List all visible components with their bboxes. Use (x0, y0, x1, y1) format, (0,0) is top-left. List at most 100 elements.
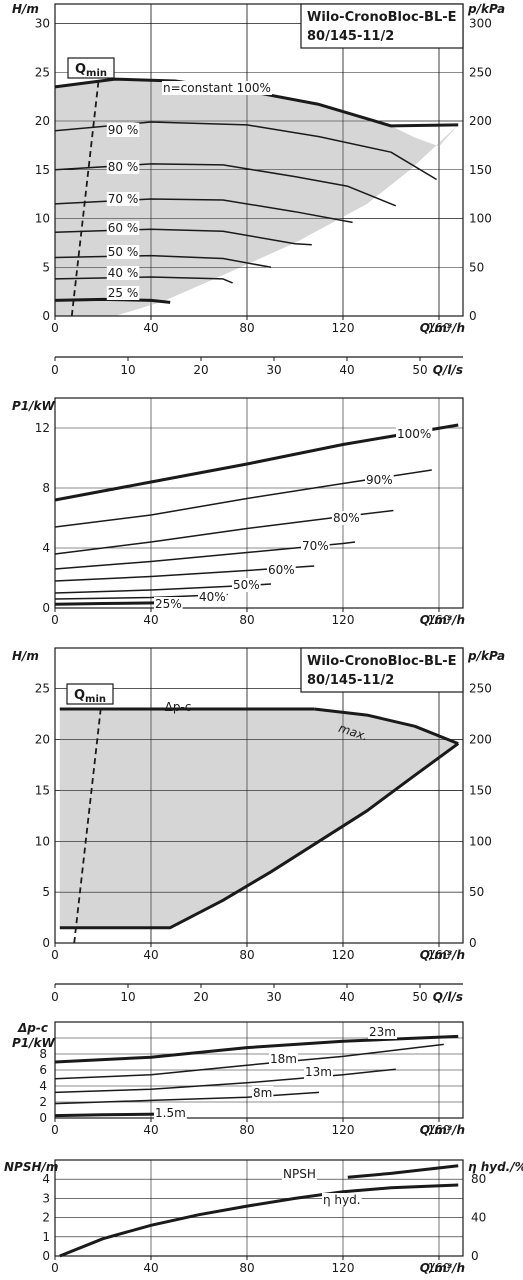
p1-chart-series-label: 50% (233, 578, 260, 592)
dpc-p1-chart-series-18m (54, 1043, 444, 1080)
h-chart-2-xtick-label: 120 (332, 948, 355, 962)
h-chart-1-ytick-right-label: 300 (469, 17, 492, 31)
npsh-chart-frame (54, 1159, 464, 1257)
p1-chart-series-100 (54, 423, 459, 502)
p1-chart-label-bg (154, 597, 183, 611)
lps-axis-2-xtick-label: 50 (412, 990, 427, 1004)
h-chart-1-ytick-right-label: 100 (469, 212, 492, 226)
h-chart-1-series-label: 70 % (108, 192, 139, 206)
p1-chart-label-bg (232, 578, 261, 592)
dpc-p1-chart-ytick-label: 6 (39, 1063, 47, 1077)
lps-axis-1-xtick-label: 10 (120, 363, 135, 377)
dpc-p1-chart-label-bg (368, 1025, 397, 1039)
dpc-p1-chart-ylabel-2: P1/kW (12, 1036, 56, 1050)
npsh-chart-label-bg (322, 1193, 362, 1207)
dpc-p1-chart-xtick-label: 40 (143, 1123, 158, 1137)
h-chart-1-ytick-right-label: 150 (469, 163, 492, 177)
npsh-chart-ytick-label: 0 (42, 1249, 50, 1263)
h-chart-1-series-40 (54, 276, 233, 284)
h-chart-1-ytick-label: 10 (35, 212, 50, 226)
h-chart-2-ytick-right-label: 200 (469, 733, 492, 747)
h-chart-2-series-max (314, 707, 459, 745)
lps-axis-2-xtick-label: 0 (51, 990, 59, 1004)
dpc-p1-chart-label-bg (269, 1052, 298, 1066)
h-chart-2-xtick-label: 40 (143, 948, 158, 962)
h-chart-1-label-bg (106, 286, 140, 300)
dpc-p1-chart-ytick-label: 8 (39, 1047, 47, 1061)
p1-chart-ytick-label: 8 (42, 481, 50, 495)
h-chart-1-label-bg (106, 245, 140, 259)
p1-chart-series-label: 70% (302, 539, 329, 553)
h-chart-2-ytick-label: 25 (35, 682, 50, 696)
h-chart-1-ytick-right-label: 50 (469, 260, 484, 274)
dpc-p1-chart-label-bg (252, 1086, 274, 1100)
p1-chart-series-label: 100% (397, 427, 431, 441)
h-chart-1-series-label: 80 % (108, 160, 139, 174)
lps-axis-2-xlabel: Q/l/s (433, 990, 463, 1004)
npsh-chart-ytick-label: 2 (42, 1211, 50, 1225)
npsh-chart-xtick-label: 80 (239, 1261, 254, 1275)
dpc-p1-chart-label-bg (154, 1106, 187, 1120)
h-chart-1-ytick-right-label: 0 (469, 309, 477, 323)
dpc-p1-chart-xtick-label: 0 (51, 1123, 59, 1137)
p1-chart-ytick-label: 4 (42, 541, 50, 555)
h-chart-2-ytick-label: 15 (35, 783, 50, 797)
h-chart-1-frame (54, 3, 464, 317)
p1-chart-series-25 (54, 601, 166, 606)
npsh-chart-ytick-right-label: 80 (471, 1172, 486, 1186)
dpc-p1-chart-ytick-label: 4 (39, 1079, 47, 1093)
h-chart-1-ytick-label: 25 (35, 65, 50, 79)
p1-chart-label-bg (396, 427, 433, 441)
h-chart-1-xlabel: Q/m³/h (420, 321, 465, 335)
npsh-chart-series-npsh (347, 1164, 459, 1179)
p1-chart-series-label: 90% (366, 473, 393, 487)
h-chart-2-ytick-label: 0 (42, 936, 50, 950)
h-chart-2-xtick-label: 80 (239, 948, 254, 962)
h-chart-1-label-bg (106, 266, 140, 280)
npsh-chart-ytick-label: 3 (42, 1191, 50, 1205)
h-chart-2-xlabel: Q/m³/h (420, 948, 465, 962)
p1-chart-ytick-label: 12 (35, 421, 50, 435)
dpc-p1-chart-series-label: 1.5m (155, 1106, 186, 1120)
h-chart-2-ylabel: H/m (12, 649, 39, 663)
dpc-p1-chart-ytick-label: 2 (39, 1095, 47, 1109)
h-chart-1-ytick-label: 30 (35, 17, 50, 31)
h-chart-1-ylabel-right: p/kPa (467, 2, 505, 16)
npsh-chart-xtick-label: 160 (428, 1261, 451, 1275)
h-chart-1-qmin-line (70, 62, 102, 317)
h-chart-2-ytick-right-label: 150 (469, 783, 492, 797)
dpc-p1-chart-xtick-label: 120 (332, 1123, 355, 1137)
lps-axis-1-xlabel: Q/l/s (433, 363, 463, 377)
p1-chart-series-label: 40% (199, 590, 226, 604)
h-chart-2-ylabel-right: p/kPa (467, 649, 505, 663)
h-chart-2-title-box (300, 647, 464, 693)
p1-chart-xtick-label: 80 (239, 613, 254, 627)
h-chart-2-series-edge-2 (59, 742, 460, 930)
lps-axis-2-xtick-label: 10 (120, 990, 135, 1004)
h-chart-1-qmin-box (67, 57, 115, 79)
h-chart-1-series-label: n=constant 100% (163, 81, 271, 95)
dpc-p1-chart-label-bg (304, 1065, 333, 1079)
dpc-p1-chart-series-1-5m (54, 1112, 171, 1118)
dpc-p1-chart-ylabel: Δp-c (17, 1021, 48, 1035)
p1-chart-xtick-label: 40 (143, 613, 158, 627)
h-chart-1-label-bg (106, 123, 140, 137)
p1-chart-ylabel: P1/kW (12, 399, 56, 413)
npsh-chart-ytick-right-label: 0 (471, 1249, 479, 1263)
h-chart-2-ytick-label: 5 (42, 885, 50, 899)
h-chart-1-series-label: 25 % (108, 286, 139, 300)
h-chart-1-label-bg (106, 192, 140, 206)
npsh-chart-ylabel: NPSH/m (4, 1160, 58, 1174)
h-chart-2-ytick-label: 10 (35, 834, 50, 848)
dpc-p1-chart-series-label: 18m (270, 1052, 297, 1066)
dpc-p1-chart-ytick-label: 0 (39, 1111, 47, 1125)
p1-chart-series-70 (54, 541, 356, 570)
npsh-chart-ytick-label: 4 (42, 1172, 50, 1186)
dpc-p1-chart-xlabel: Q/m³/h (420, 1123, 465, 1137)
npsh-chart-series-hyd (59, 1183, 459, 1258)
h-chart-1-ytick-right-label: 200 (469, 114, 492, 128)
p1-chart-label-bg (365, 473, 394, 487)
h-chart-2-ytick-right-label: 0 (469, 936, 477, 950)
h-chart-2-ytick-right-label: 100 (469, 834, 492, 848)
